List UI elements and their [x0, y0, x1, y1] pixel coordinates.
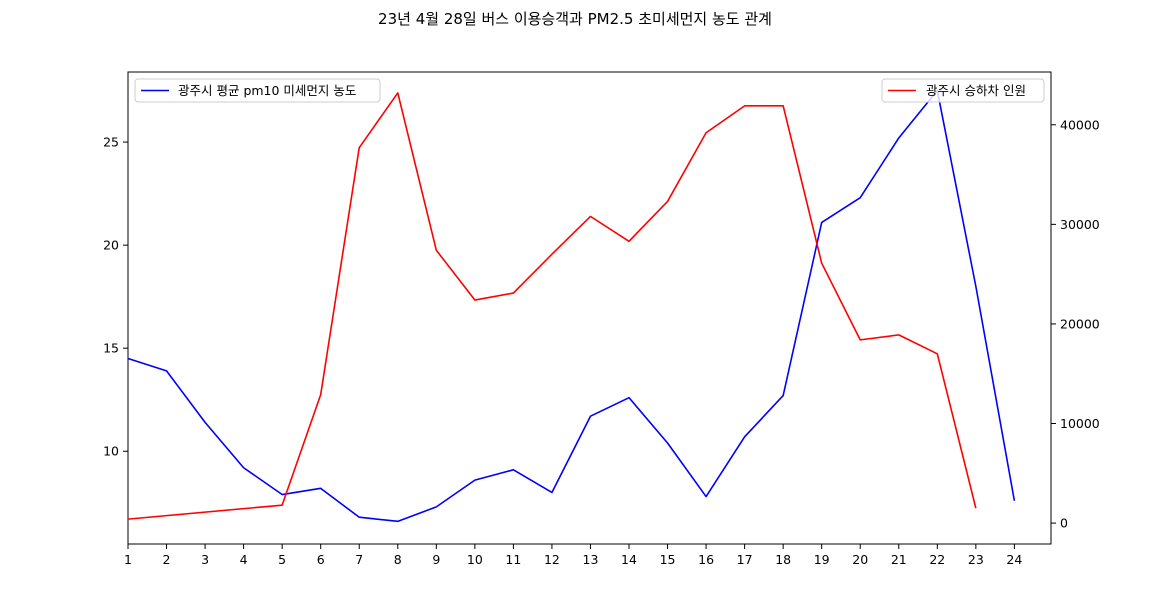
legend-right: 광주시 승하차 인원 [882, 79, 1044, 102]
x-tick-label-11: 11 [505, 552, 521, 567]
y-right-tick-label-20000: 20000 [1060, 316, 1100, 331]
x-tick-label-18: 18 [775, 552, 791, 567]
y-left-tick-label-10: 10 [103, 444, 119, 459]
y-right-tick-label-30000: 30000 [1060, 217, 1100, 232]
x-tick-label-8: 8 [394, 552, 402, 567]
legend-left: 광주시 평균 pm10 미세먼지 농도 [135, 79, 380, 102]
y-left-tick-label-15: 15 [103, 341, 119, 356]
x-tick-label-5: 5 [278, 552, 286, 567]
x-tick-label-1: 1 [124, 552, 132, 567]
x-tick-label-15: 15 [660, 552, 676, 567]
legend-right-label: 광주시 승하차 인원 [926, 83, 1026, 98]
y-right-tick-label-10000: 10000 [1060, 416, 1100, 431]
chart-title: 23년 4월 28일 버스 이용승객과 PM2.5 초미세먼지 농도 관계 [378, 10, 772, 28]
legend-left-label: 광주시 평균 pm10 미세먼지 농도 [178, 83, 356, 98]
y-right-tick-label-40000: 40000 [1060, 117, 1100, 132]
x-tick-label-19: 19 [814, 552, 830, 567]
x-tick-label-3: 3 [201, 552, 209, 567]
x-tick-label-6: 6 [317, 552, 325, 567]
x-tick-label-16: 16 [698, 552, 714, 567]
x-tick-label-24: 24 [1006, 552, 1022, 567]
x-tick-label-13: 13 [583, 552, 599, 567]
y-left-tick-label-20: 20 [103, 238, 119, 253]
x-tick-label-17: 17 [737, 552, 753, 567]
x-tick-label-10: 10 [467, 552, 483, 567]
x-tick-label-2: 2 [163, 552, 171, 567]
y-right-tick-label-0: 0 [1060, 516, 1068, 531]
x-tick-label-9: 9 [432, 552, 440, 567]
x-tick-label-12: 12 [544, 552, 560, 567]
x-tick-label-20: 20 [852, 552, 868, 567]
x-tick-label-7: 7 [355, 552, 363, 567]
x-tick-label-14: 14 [621, 552, 637, 567]
x-tick-label-22: 22 [929, 552, 945, 567]
y-left-tick-label-25: 25 [103, 135, 119, 150]
x-tick-label-23: 23 [968, 552, 984, 567]
x-tick-label-21: 21 [891, 552, 907, 567]
x-tick-label-4: 4 [240, 552, 248, 567]
